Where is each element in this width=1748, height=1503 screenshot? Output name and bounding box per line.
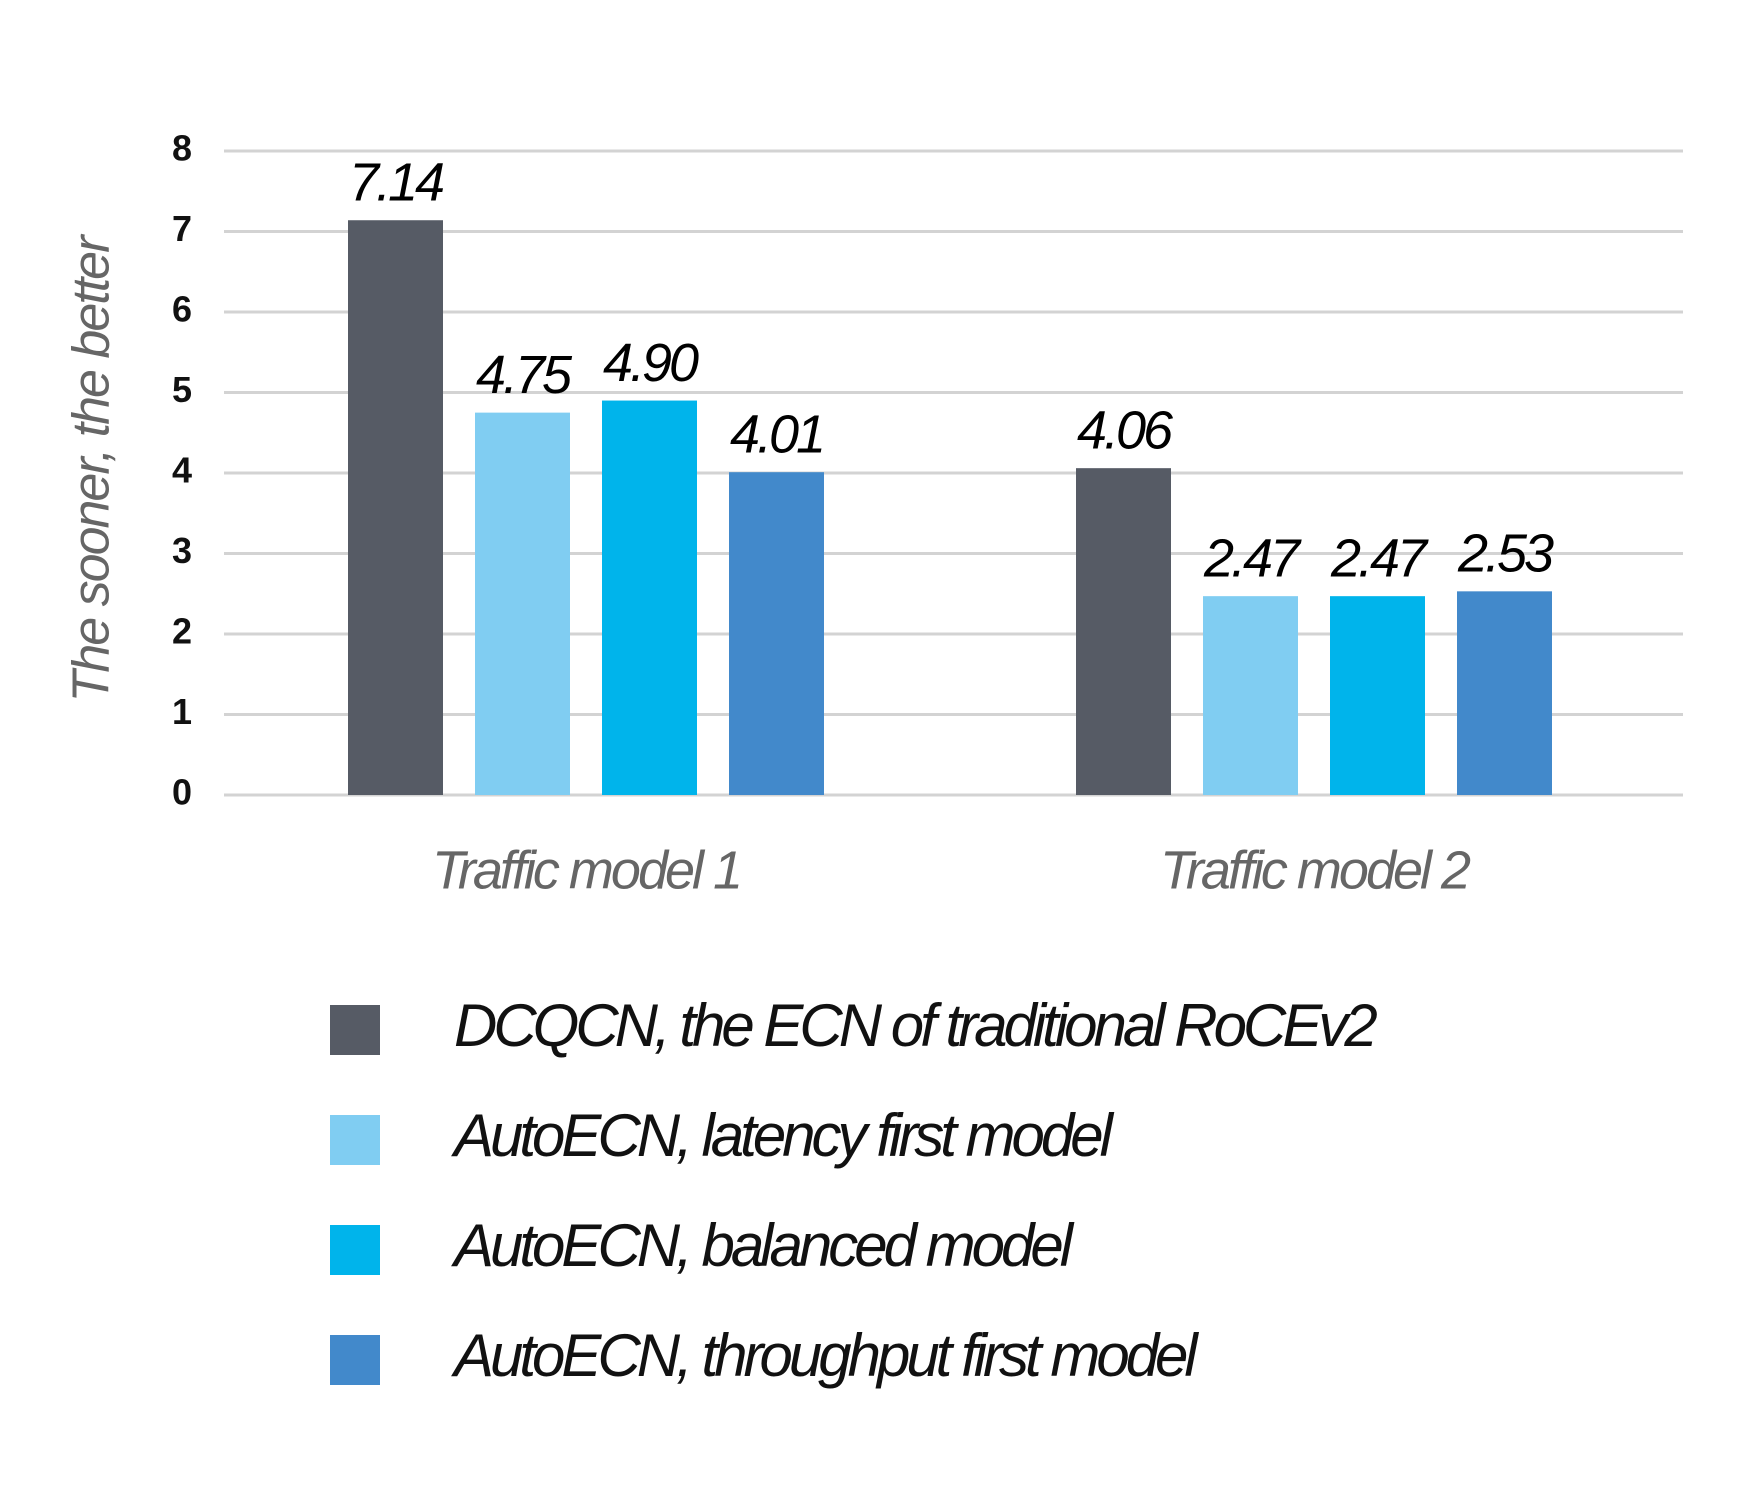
legend-label: AutoECN, latency first model bbox=[451, 1102, 1115, 1169]
y-tick-label: 5 bbox=[172, 369, 192, 410]
y-tick-label: 4 bbox=[172, 450, 192, 491]
bar bbox=[1203, 596, 1298, 795]
legend-label: AutoECN, throughput first model bbox=[451, 1322, 1199, 1389]
legend-label: AutoECN, balanced model bbox=[451, 1212, 1075, 1279]
legend-swatch bbox=[330, 1005, 380, 1055]
bar bbox=[729, 472, 824, 795]
data-label: 2.47 bbox=[1330, 528, 1429, 588]
data-label: 4.90 bbox=[603, 333, 699, 393]
bar bbox=[348, 220, 443, 796]
y-tick-label: 7 bbox=[172, 208, 192, 249]
data-label: 4.06 bbox=[1077, 400, 1174, 460]
y-tick-label: 1 bbox=[172, 691, 192, 732]
data-label: 2.47 bbox=[1203, 528, 1302, 588]
y-tick-label: 6 bbox=[172, 289, 192, 330]
data-label: 2.53 bbox=[1457, 524, 1554, 584]
bar bbox=[602, 400, 697, 795]
x-tick-label: Traffic model 1 bbox=[432, 840, 740, 900]
y-axis-title: The sooner, the better bbox=[63, 233, 121, 702]
y-tick-label: 3 bbox=[172, 530, 192, 571]
legend-swatch bbox=[330, 1335, 380, 1385]
y-tick-label: 0 bbox=[172, 772, 192, 813]
bar bbox=[475, 412, 570, 795]
bar bbox=[1457, 591, 1552, 795]
bar bbox=[1076, 468, 1171, 795]
x-tick-label: Traffic model 2 bbox=[1160, 840, 1471, 900]
y-tick-label: 8 bbox=[172, 128, 192, 169]
data-label: 7.14 bbox=[349, 152, 443, 212]
legend-label: DCQCN, the ECN of traditional RoCEv2 bbox=[454, 992, 1377, 1059]
legend-swatch bbox=[330, 1225, 380, 1275]
bar bbox=[1330, 596, 1425, 795]
legend-swatch bbox=[330, 1115, 380, 1165]
y-tick-label: 2 bbox=[172, 611, 192, 652]
data-label: 4.01 bbox=[730, 404, 823, 464]
data-label: 4.75 bbox=[476, 345, 573, 405]
